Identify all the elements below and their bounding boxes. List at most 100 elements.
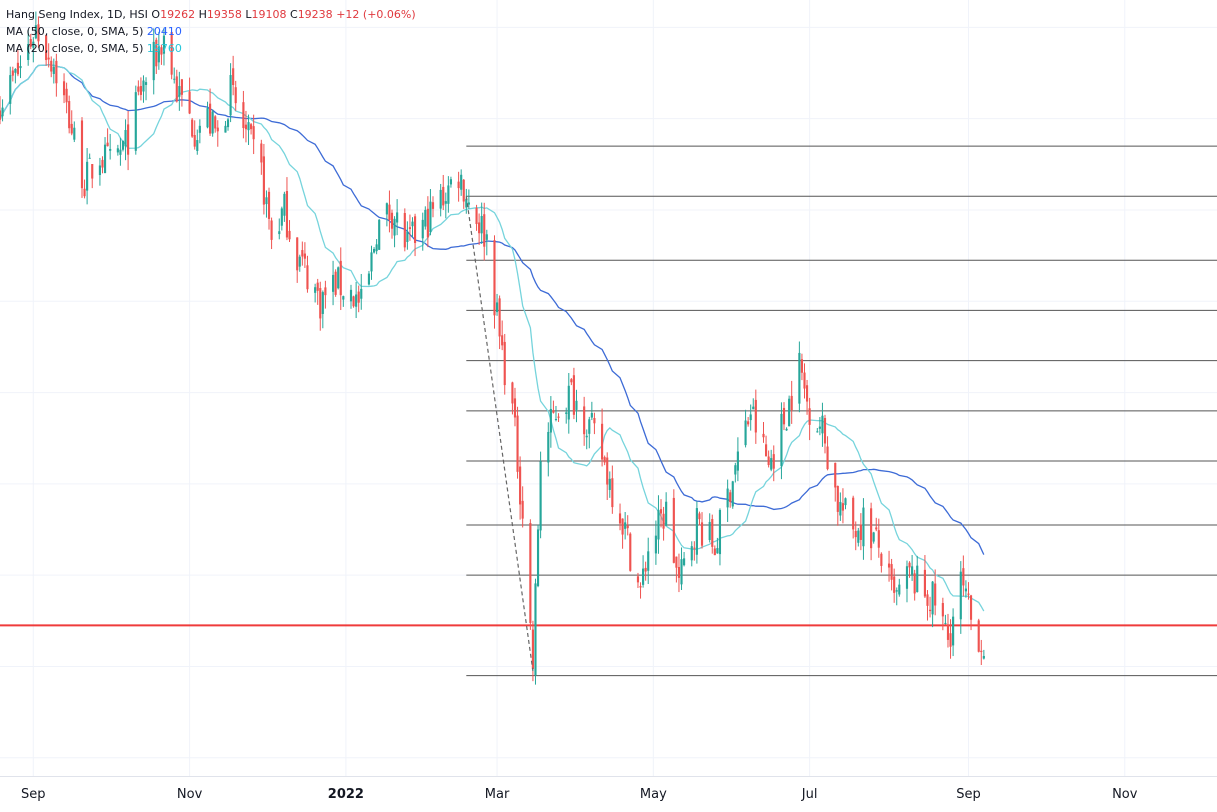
candle-body [567, 385, 570, 420]
candle-body [283, 193, 286, 216]
candle-body [214, 116, 217, 129]
candle-body [372, 249, 376, 253]
candle-body [52, 66, 55, 74]
candle-body [73, 127, 76, 140]
high-value: 19358 [206, 8, 242, 21]
candle-body [375, 244, 378, 252]
time-axis[interactable]: Sep Nov 2022 Mar May Jul Sep Nov [0, 776, 1217, 812]
candle-body [642, 568, 645, 585]
candle-body [716, 548, 719, 554]
candle-body [916, 565, 919, 593]
candle-body [50, 60, 53, 72]
candle-body [408, 227, 412, 230]
candle-body [460, 174, 463, 190]
candle-body [426, 208, 429, 238]
candle-body [493, 240, 496, 316]
candle-body [342, 296, 345, 300]
candle-body [624, 522, 627, 529]
candle-body [964, 588, 967, 592]
candle-body [534, 583, 537, 676]
candle-body [306, 265, 309, 290]
candle-body [127, 124, 130, 155]
candle-body [726, 488, 729, 508]
candle-body [708, 521, 711, 541]
candle-body [367, 273, 371, 285]
candlestick-chart[interactable] [0, 0, 1217, 776]
candle-body [770, 458, 773, 470]
candle-body [378, 219, 381, 250]
x-tick-label: Sep [21, 787, 46, 802]
candle-body [196, 140, 199, 151]
candle-body [467, 202, 470, 205]
candle-body [162, 35, 166, 54]
candle-body [626, 525, 629, 529]
candle-body [749, 414, 752, 421]
candle-body [224, 125, 227, 133]
candle-body [80, 120, 84, 189]
candle-body [232, 68, 235, 85]
candle-body [608, 478, 611, 490]
candle-body [65, 88, 68, 103]
candle-body [134, 92, 137, 151]
candle-body [109, 148, 112, 151]
candle-body [260, 143, 263, 163]
legend-ma50-row[interactable]: MA (50, close, 0, SMA, 5) 20410 [6, 23, 416, 40]
candle-body [862, 507, 865, 547]
candle-body [788, 398, 791, 427]
candle-body [316, 282, 319, 291]
candle-body [206, 108, 209, 128]
candle-body [403, 213, 406, 248]
candle-body [911, 566, 914, 575]
candle-body [16, 62, 20, 75]
candle-body [252, 126, 255, 140]
candle-body [211, 111, 214, 134]
candle-body [457, 181, 460, 189]
candle-body [501, 335, 504, 346]
candle-body [946, 625, 950, 640]
candle-body [439, 189, 442, 209]
candle-body [198, 125, 201, 133]
candle-body [818, 426, 821, 429]
candle-body [654, 535, 657, 554]
candle-body [483, 214, 486, 247]
candle-body [296, 237, 299, 271]
legend-ma20-row[interactable]: MA (20, close, 0, SMA, 5) 19760 [6, 40, 416, 57]
candle-body [816, 431, 819, 433]
candle-body [695, 508, 698, 555]
candle-body [887, 563, 891, 568]
x-tick-label: 2022 [327, 787, 364, 802]
candle-body [360, 288, 363, 299]
candle-body [611, 478, 614, 508]
candle-body [47, 57, 50, 60]
ma20-label: MA (20, close, 0, SMA, 5) [6, 42, 144, 55]
candle-body [967, 593, 970, 595]
candle-body [700, 522, 704, 546]
candle-body [331, 274, 335, 292]
candle-body [298, 256, 301, 267]
candle-body [511, 382, 514, 404]
candle-body [301, 250, 304, 257]
candle-body [106, 142, 109, 147]
candle-body [621, 518, 624, 535]
candle-body [713, 548, 716, 556]
candle-body [226, 119, 230, 128]
candle-body [736, 451, 739, 471]
candle-body [88, 157, 91, 159]
candle-body [321, 292, 324, 314]
candle-body [250, 124, 253, 130]
candle-body [270, 220, 273, 240]
candle-body [805, 385, 809, 402]
candle-body [355, 294, 358, 307]
candle-body [683, 558, 686, 566]
candle-body [859, 524, 862, 540]
candle-body [639, 586, 642, 588]
candle-body [242, 102, 245, 129]
candle-body [852, 497, 855, 530]
candle-body [385, 203, 388, 215]
candle-body [314, 287, 317, 293]
candle-body [32, 41, 35, 48]
candle-body [798, 352, 801, 404]
candle-body [170, 32, 173, 75]
candle-body [188, 91, 191, 114]
candle-body [772, 454, 775, 469]
